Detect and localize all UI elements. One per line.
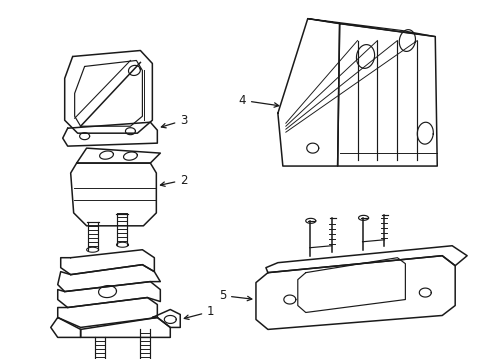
Text: 3: 3 xyxy=(161,114,187,128)
Text: 5: 5 xyxy=(218,289,251,302)
Text: 2: 2 xyxy=(160,174,187,186)
Text: 1: 1 xyxy=(184,305,214,319)
Text: 4: 4 xyxy=(238,94,278,107)
